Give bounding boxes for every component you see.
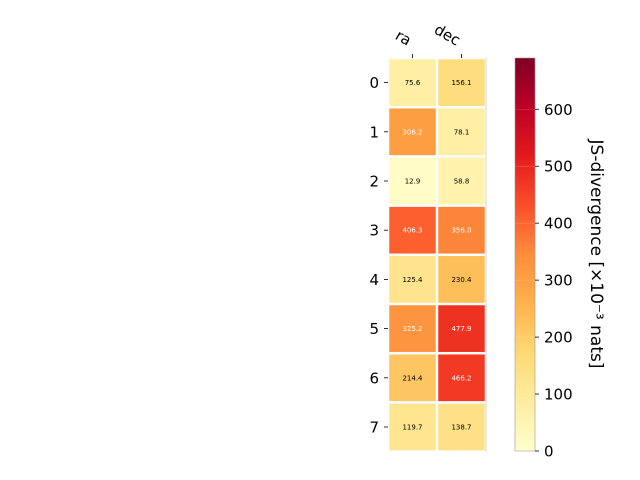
y-tick-label: 3 — [369, 222, 379, 240]
heatmap-cell — [438, 305, 485, 352]
colorbar-label: JS-divergence [×10⁻³ nats] — [586, 139, 606, 369]
y-tick-label: 0 — [369, 74, 379, 92]
cell-value-label: 306.2 — [402, 128, 422, 136]
colorbar-tick-label: 300 — [544, 272, 573, 290]
heatmap-cell — [438, 256, 485, 303]
cell-value-label: 477.9 — [451, 325, 471, 333]
cell-value-label: 466.2 — [451, 374, 471, 382]
heatmap-cell — [389, 256, 436, 303]
cell-value-label: 138.7 — [451, 424, 471, 432]
heatmap-cell — [438, 403, 485, 451]
colorbar-tick-label: 0 — [544, 443, 554, 461]
y-tick-label: 5 — [369, 320, 379, 338]
cell-value-label: 156.1 — [451, 79, 471, 87]
colorbar-tick-label: 200 — [544, 329, 573, 347]
cell-value-label: 78.1 — [454, 128, 470, 136]
cell-value-label: 214.4 — [402, 374, 423, 382]
heatmap-cell — [438, 354, 485, 402]
x-tick-label: ra — [392, 26, 414, 49]
cell-value-label: 75.6 — [405, 79, 421, 87]
colorbar-tick-label: 500 — [544, 158, 573, 176]
y-tick-label: 7 — [369, 419, 379, 437]
heatmap-cell — [389, 403, 436, 451]
heatmap-cell — [438, 59, 485, 106]
heatmap-cell — [438, 157, 485, 205]
cell-value-label: 325.2 — [402, 325, 422, 333]
colorbar-tick-label: 100 — [544, 386, 573, 404]
heatmap-cell — [389, 108, 436, 156]
heatmap-cell — [389, 59, 436, 106]
y-tick-label: 1 — [369, 123, 379, 141]
heatmap-cell — [389, 206, 436, 254]
cell-value-label: 125.4 — [402, 276, 423, 284]
y-tick-label: 2 — [369, 173, 379, 191]
y-axis-ticks: 0 1 2 3 4 5 6 7 — [369, 74, 388, 437]
y-tick-label: 6 — [369, 369, 379, 387]
colorbar-tick-label: 600 — [544, 101, 573, 119]
heatmap-cell — [438, 108, 485, 156]
colorbar-gradient — [514, 57, 536, 452]
cell-value-label: 119.7 — [402, 424, 422, 432]
colorbar: 0 100 200 300 400 500 600 JS-divergence [×10⁻³… — [514, 57, 606, 461]
cell-value-label: 230.4 — [451, 276, 472, 284]
x-axis-ticks: ra dec — [392, 20, 464, 58]
colorbar-tick-label: 400 — [544, 215, 573, 233]
y-tick-label: 4 — [369, 271, 379, 289]
cell-value-label: 356.0 — [451, 227, 471, 235]
heatmap-cells: 75.6 156.1 306.2 78.1 12.9 58.8 406.3 356.0 125.… — [389, 58, 487, 452]
heatmap-cell — [389, 305, 436, 352]
heatmap-cell — [389, 157, 436, 205]
colorbar-ticks: 0 100 200 300 400 500 600 — [515, 101, 573, 461]
cell-value-label: 12.9 — [405, 178, 421, 186]
heatmap-cell — [438, 206, 485, 254]
cell-value-label: 58.8 — [454, 178, 470, 186]
cell-value-label: 406.3 — [402, 227, 422, 235]
heatmap-cell — [389, 354, 436, 402]
x-tick-label: dec — [431, 20, 463, 49]
